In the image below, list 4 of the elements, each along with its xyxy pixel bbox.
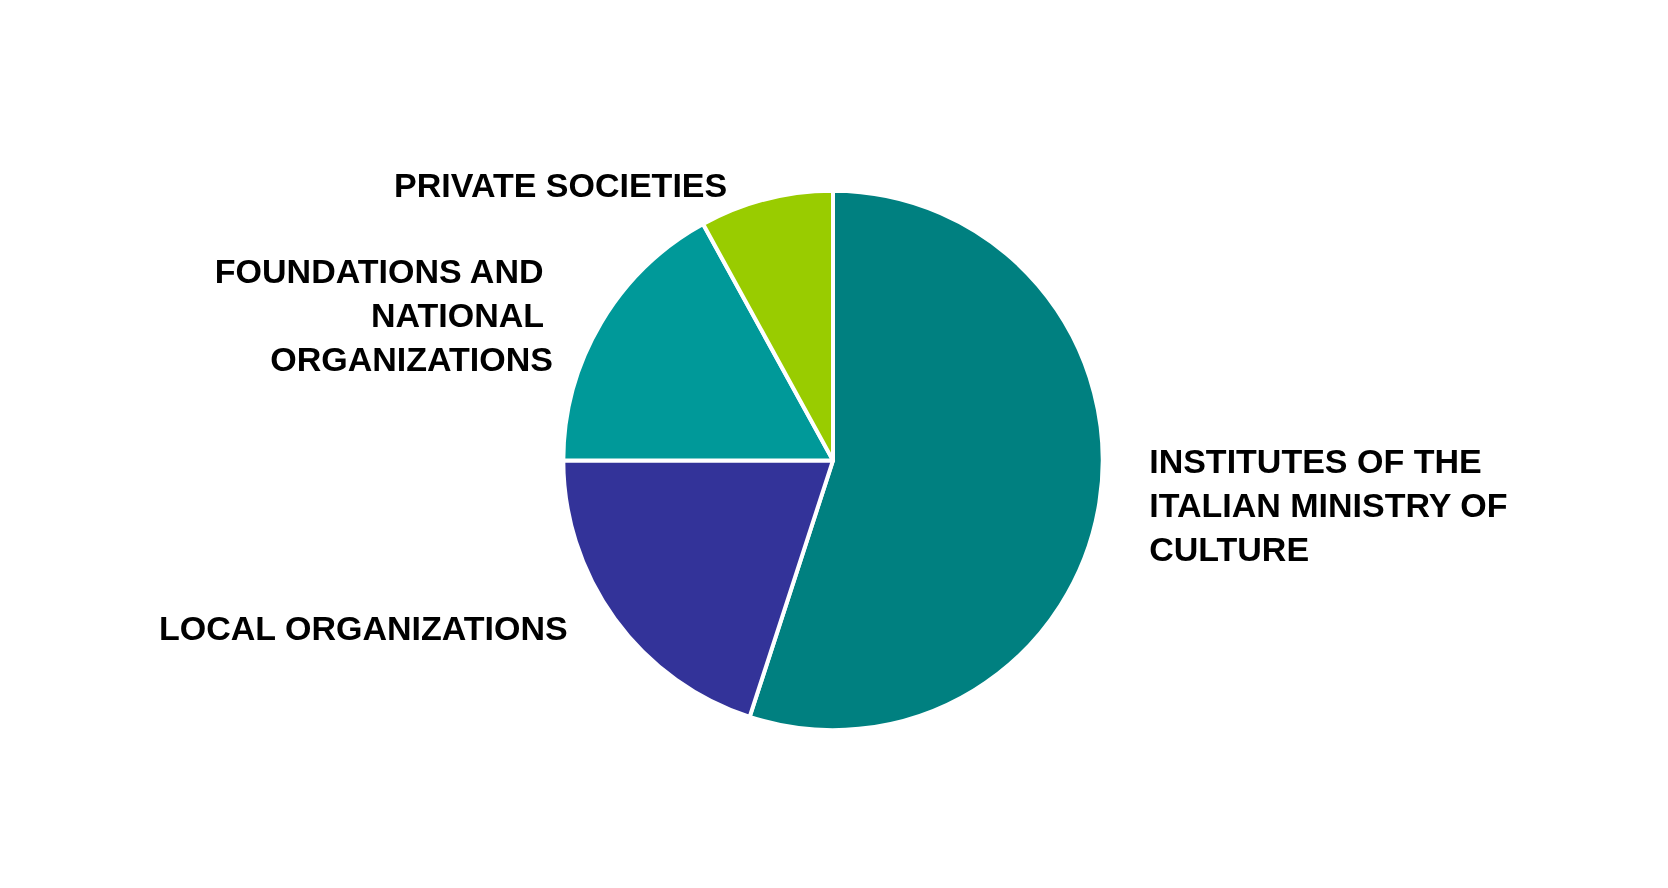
slice-label: LOCAL ORGANIZATIONS bbox=[159, 608, 568, 647]
slice-label: INSTITUTES OF THE ITALIAN MINISTRY OF CULTURE bbox=[1149, 441, 1517, 568]
slice-label: FOUNDATIONS AND NATIONAL ORGANIZATIONS bbox=[214, 252, 553, 379]
slice-label: PRIVATE SOCIETIES bbox=[394, 165, 728, 204]
